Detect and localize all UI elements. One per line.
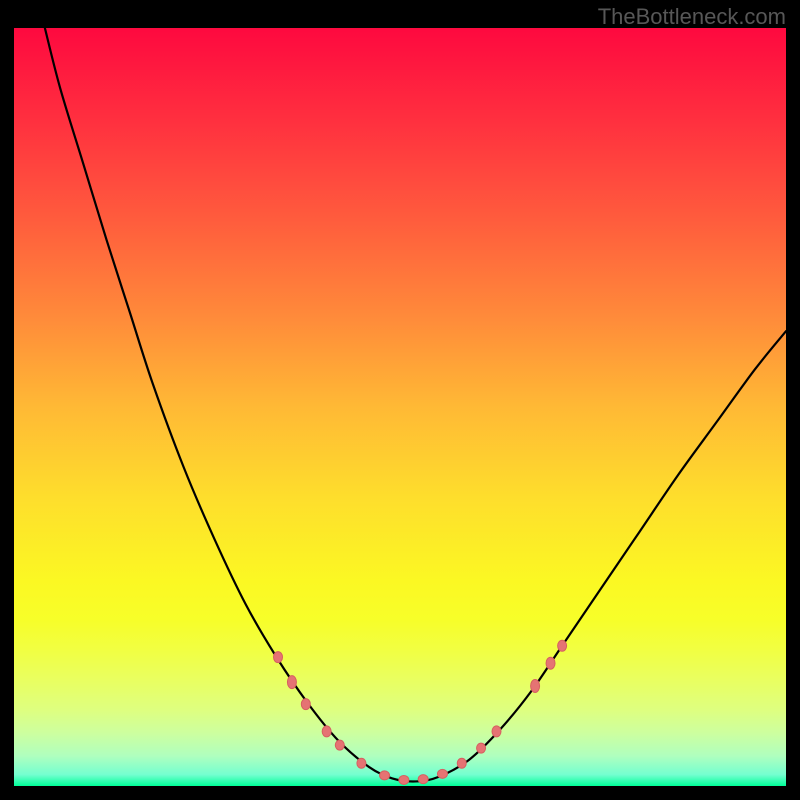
data-marker [357,758,366,768]
data-marker [335,740,344,750]
bottleneck-chart [14,28,786,786]
data-marker [380,771,390,780]
chart-frame: TheBottleneck.com [0,0,800,800]
chart-background [14,28,786,786]
data-marker [546,657,555,669]
data-marker [418,775,428,784]
data-marker [558,640,567,651]
data-marker [492,726,501,737]
data-marker [274,652,283,663]
data-marker [531,679,540,692]
data-marker [399,775,409,784]
data-marker [322,726,331,737]
data-marker [477,743,486,753]
data-marker [287,676,296,689]
data-marker [437,769,447,778]
watermark-text: TheBottleneck.com [598,4,786,30]
plot-area [14,28,786,786]
data-marker [301,699,310,710]
data-marker [457,758,466,768]
